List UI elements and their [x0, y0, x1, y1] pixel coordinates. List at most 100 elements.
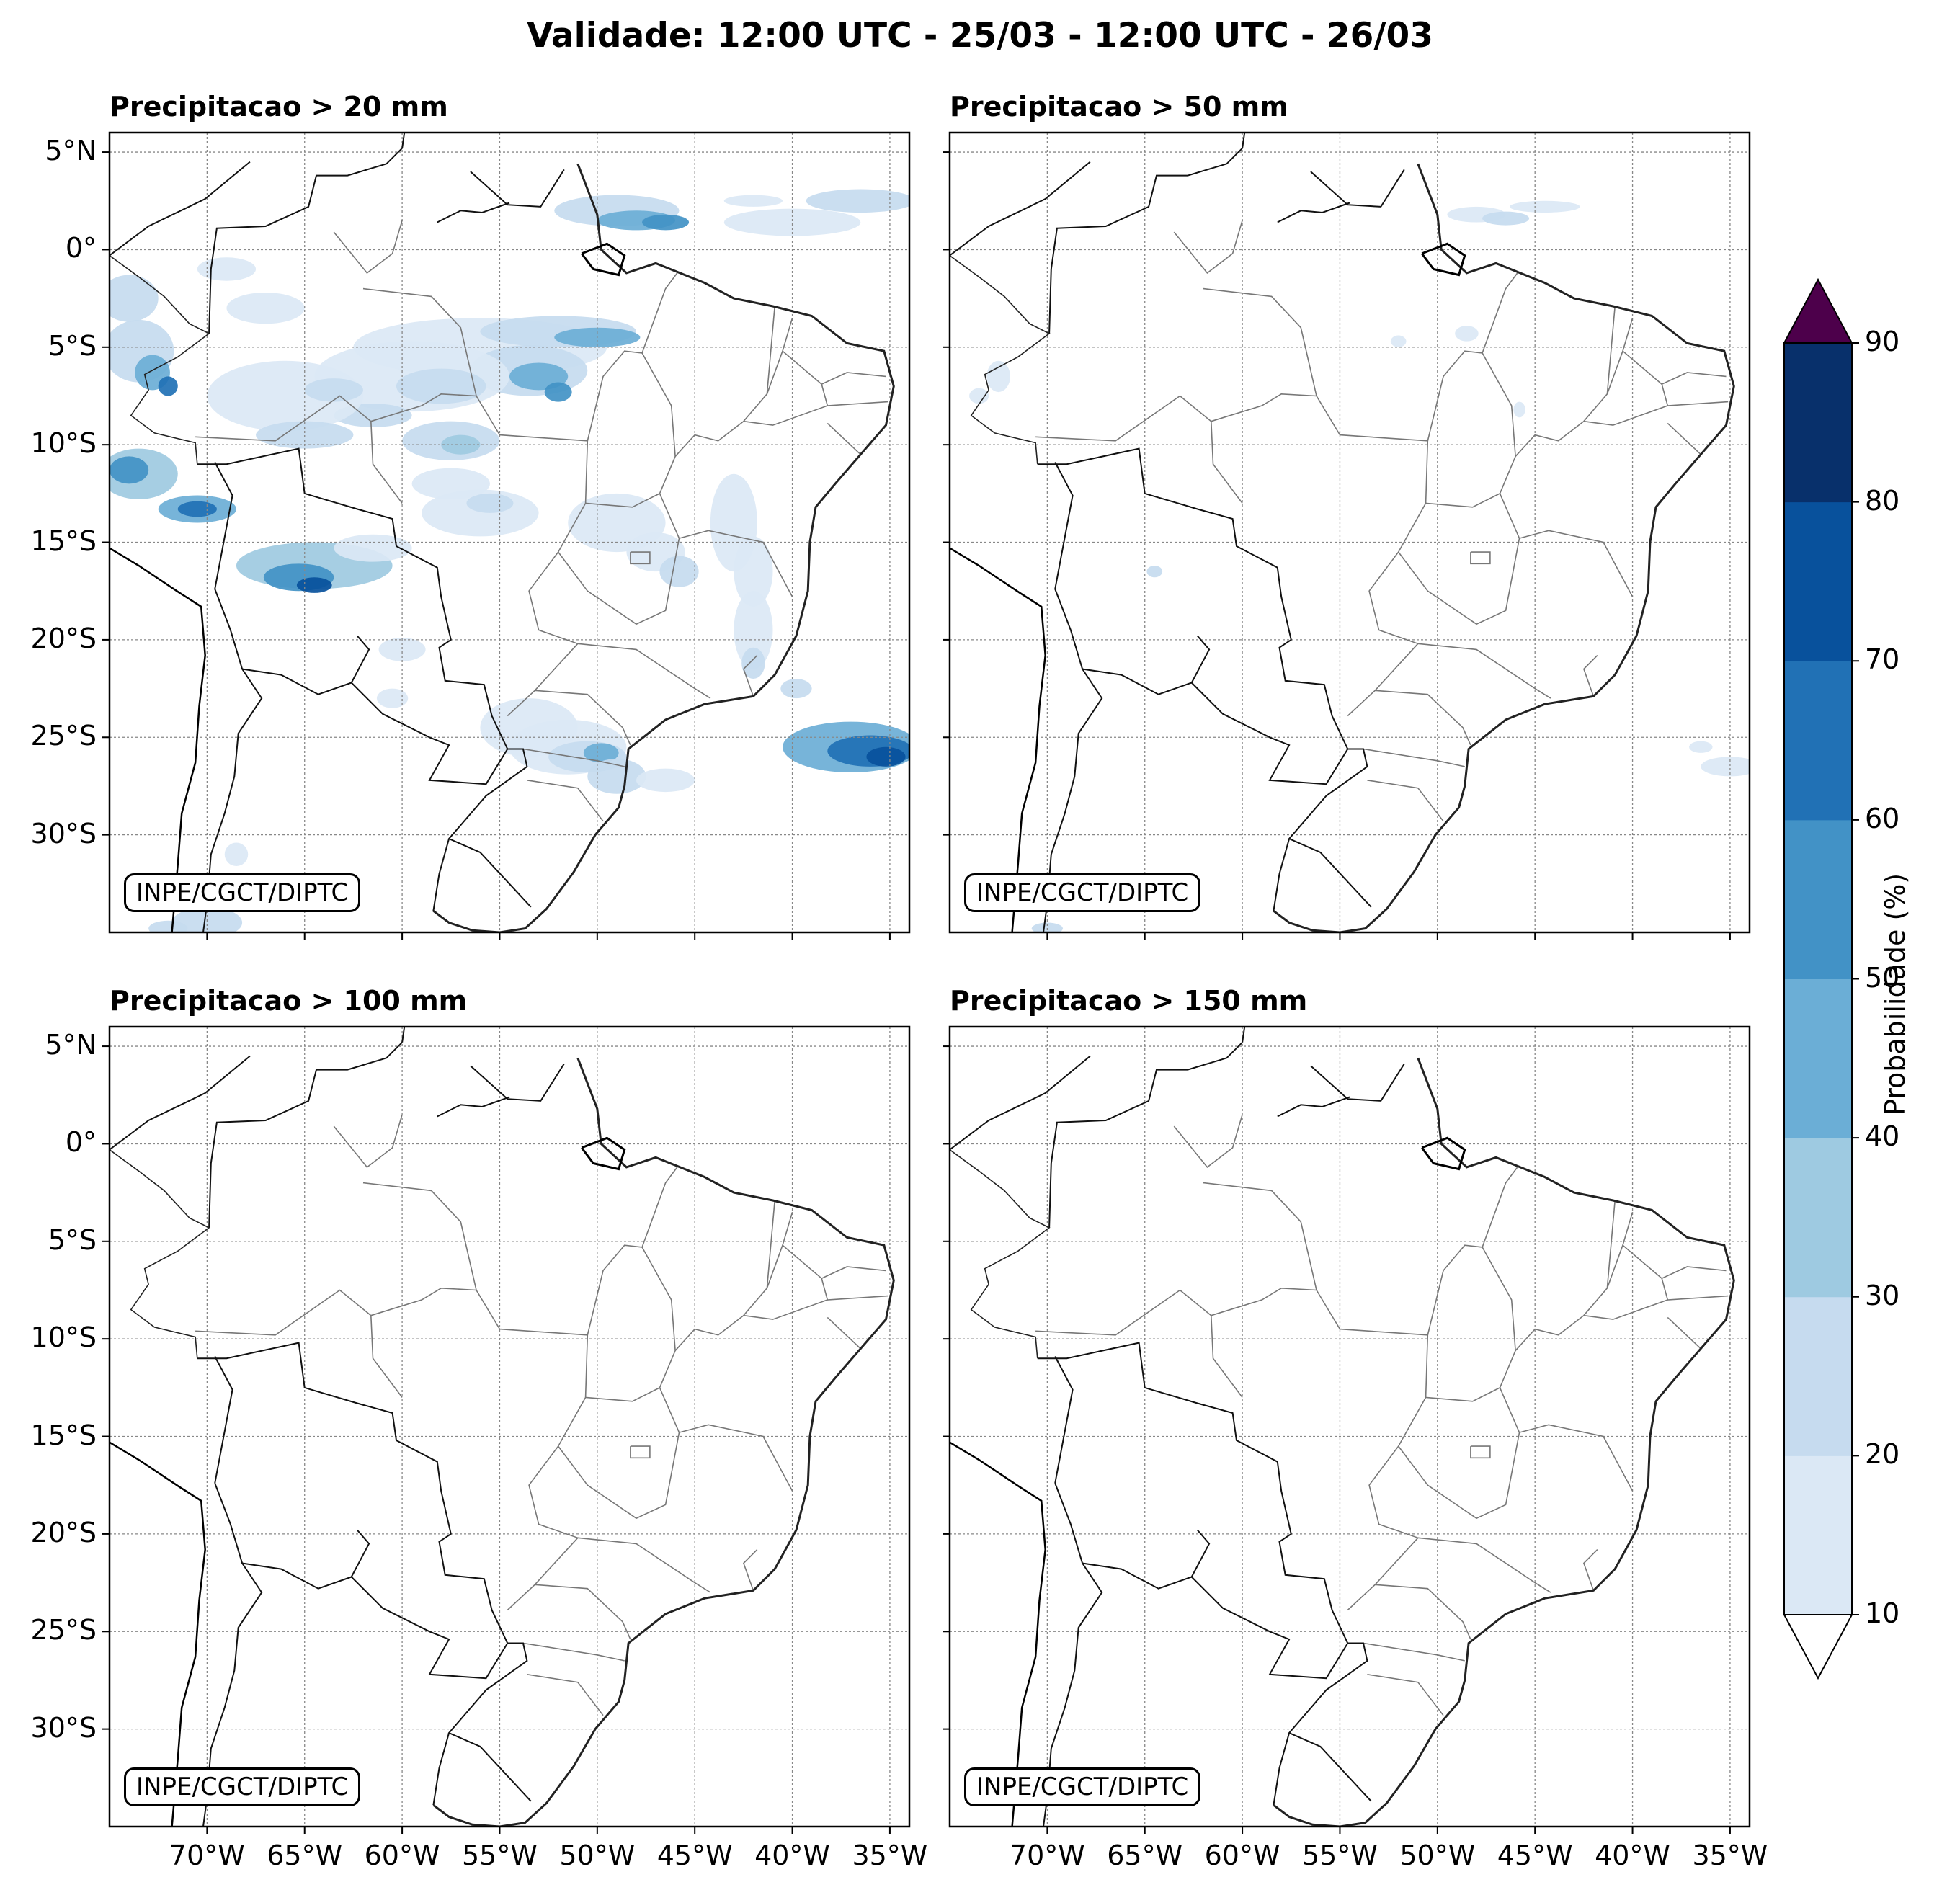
colorbar-segment	[1784, 819, 1852, 979]
state-boundary	[522, 1642, 625, 1662]
state-boundary	[827, 1316, 861, 1350]
state-boundary	[535, 690, 631, 746]
precip-area	[806, 189, 909, 213]
country-border	[401, 1027, 406, 1043]
country-border	[437, 202, 510, 223]
lat-tick-label: 5°S	[48, 329, 97, 362]
colorbar-segment	[1784, 978, 1852, 1138]
state-boundary	[742, 655, 758, 697]
state-boundary	[743, 405, 828, 426]
state-boundary	[333, 1114, 403, 1169]
country-border	[1082, 1529, 1211, 1590]
colorbar-segment	[1784, 1296, 1852, 1456]
lat-tick-label: 15°S	[30, 1419, 97, 1451]
state-boundary	[742, 1549, 758, 1591]
colorbar-tick-label: 20	[1865, 1438, 1900, 1471]
coastline	[581, 242, 626, 277]
country-border	[1242, 1027, 1246, 1043]
lon-tick-label: 55°W	[1301, 1840, 1378, 1871]
precip-area	[224, 842, 249, 866]
precip-area	[256, 421, 354, 449]
coastline	[950, 1441, 1046, 1827]
country-border	[197, 447, 532, 908]
country-border	[1310, 1063, 1405, 1102]
state-boundary	[1515, 1200, 1616, 1351]
lat-tick-label: 30°S	[30, 1711, 97, 1744]
country-border	[950, 1055, 1091, 1151]
colorbar-tick-label: 50	[1865, 961, 1900, 994]
lon-tick-label: 60°W	[364, 1840, 440, 1871]
state-boundary	[1582, 655, 1598, 697]
lon-tick-label: 35°W	[1692, 1840, 1768, 1871]
colorbar-tick-label: 10	[1865, 1597, 1900, 1629]
state-boundary	[522, 748, 625, 767]
lon-tick-label: 60°W	[1204, 1840, 1280, 1871]
state-boundary	[333, 220, 403, 275]
coastline	[1421, 242, 1466, 277]
precip-area	[1689, 741, 1713, 753]
state-boundary	[743, 1299, 828, 1320]
lon-tick-label: 40°W	[1595, 1840, 1671, 1871]
credit-label: INPE/CGCT/DIPTC	[124, 1767, 361, 1806]
state-boundary	[1375, 1584, 1471, 1640]
country-border	[1242, 133, 1246, 148]
precip-area	[1146, 566, 1163, 578]
precip-area	[642, 214, 690, 231]
coastline	[432, 1057, 895, 1827]
lat-tick-label: 20°S	[30, 622, 97, 654]
precip-area	[587, 759, 646, 794]
country-border	[1190, 682, 1349, 785]
state-boundary	[1667, 1316, 1701, 1350]
country-border	[350, 1576, 509, 1680]
map-frame	[948, 131, 1751, 934]
coastline	[1421, 1136, 1466, 1171]
coastline	[950, 1149, 1051, 1359]
precip-area	[969, 388, 989, 404]
state-boundary	[1367, 1674, 1444, 1716]
state-boundary	[1417, 1537, 1551, 1593]
state-boundary	[1417, 643, 1551, 699]
coastline	[110, 547, 206, 932]
precip-area	[1701, 757, 1750, 777]
country-border	[1054, 462, 1074, 589]
precip-area	[1390, 335, 1407, 347]
colorbar-tick-label: 30	[1865, 1279, 1900, 1311]
state-boundary	[1173, 1114, 1243, 1169]
state-boundary	[641, 272, 678, 354]
lon-tick-label: 70°W	[169, 1840, 245, 1871]
panel-title: Precipitacao > 150 mm	[950, 985, 1308, 1017]
credit-label: INPE/CGCT/DIPTC	[964, 873, 1201, 912]
state-boundary	[476, 1290, 589, 1611]
lon-tick-label: 65°W	[1107, 1840, 1183, 1871]
precip-area	[723, 195, 783, 207]
state-boundary	[1375, 690, 1471, 746]
country-border	[1190, 1576, 1349, 1680]
coastline	[950, 547, 1046, 932]
country-border	[1273, 838, 1291, 911]
colorbar-segment	[1784, 1138, 1852, 1298]
lat-tick-label: 20°S	[30, 1516, 97, 1548]
state-boundary	[1470, 1445, 1491, 1459]
precip-area	[334, 534, 412, 562]
precip-area	[986, 360, 1010, 393]
precip-area	[466, 493, 514, 513]
colorbar-segment	[1784, 343, 1852, 503]
state-boundary	[585, 350, 676, 508]
coastline	[1273, 1057, 1735, 1827]
colorbar-extend-max	[1783, 277, 1853, 344]
precip-area	[207, 360, 363, 432]
state-boundary	[1667, 422, 1701, 455]
country-border	[437, 1096, 510, 1118]
country-border	[401, 133, 406, 148]
lon-tick-label: 45°W	[656, 1840, 733, 1871]
state-boundary	[1425, 1244, 1516, 1402]
country-border	[470, 1063, 565, 1102]
country-border	[208, 1041, 403, 1228]
precip-area	[177, 501, 217, 517]
lon-tick-label: 65°W	[267, 1840, 343, 1871]
state-boundary	[827, 422, 861, 455]
lat-tick-label: 5°N	[45, 135, 97, 167]
precip-area	[1513, 401, 1525, 418]
colorbar-tick-label: 40	[1865, 1120, 1900, 1153]
